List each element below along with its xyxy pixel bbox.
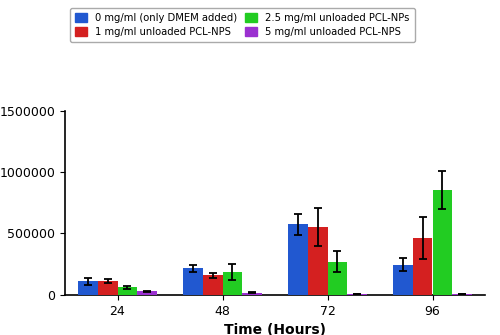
Bar — [138, 291, 158, 295]
Bar — [288, 224, 308, 295]
Bar — [182, 268, 203, 295]
Bar — [432, 190, 452, 295]
Bar — [392, 265, 412, 295]
Bar — [308, 226, 328, 295]
Bar — [242, 292, 262, 295]
Bar — [452, 294, 472, 295]
Bar — [348, 294, 368, 295]
Legend: 0 mg/ml (only DMEM added), 1 mg/ml unloaded PCL-NPS, 2.5 mg/ml unloaded PCL-NPs,: 0 mg/ml (only DMEM added), 1 mg/ml unloa… — [70, 8, 414, 42]
Bar — [412, 238, 432, 295]
Bar — [78, 281, 98, 295]
X-axis label: Time (Hours): Time (Hours) — [224, 323, 326, 335]
Bar — [118, 287, 138, 295]
Bar — [222, 272, 242, 295]
Bar — [98, 281, 117, 295]
Bar — [328, 262, 347, 295]
Bar — [202, 275, 222, 295]
